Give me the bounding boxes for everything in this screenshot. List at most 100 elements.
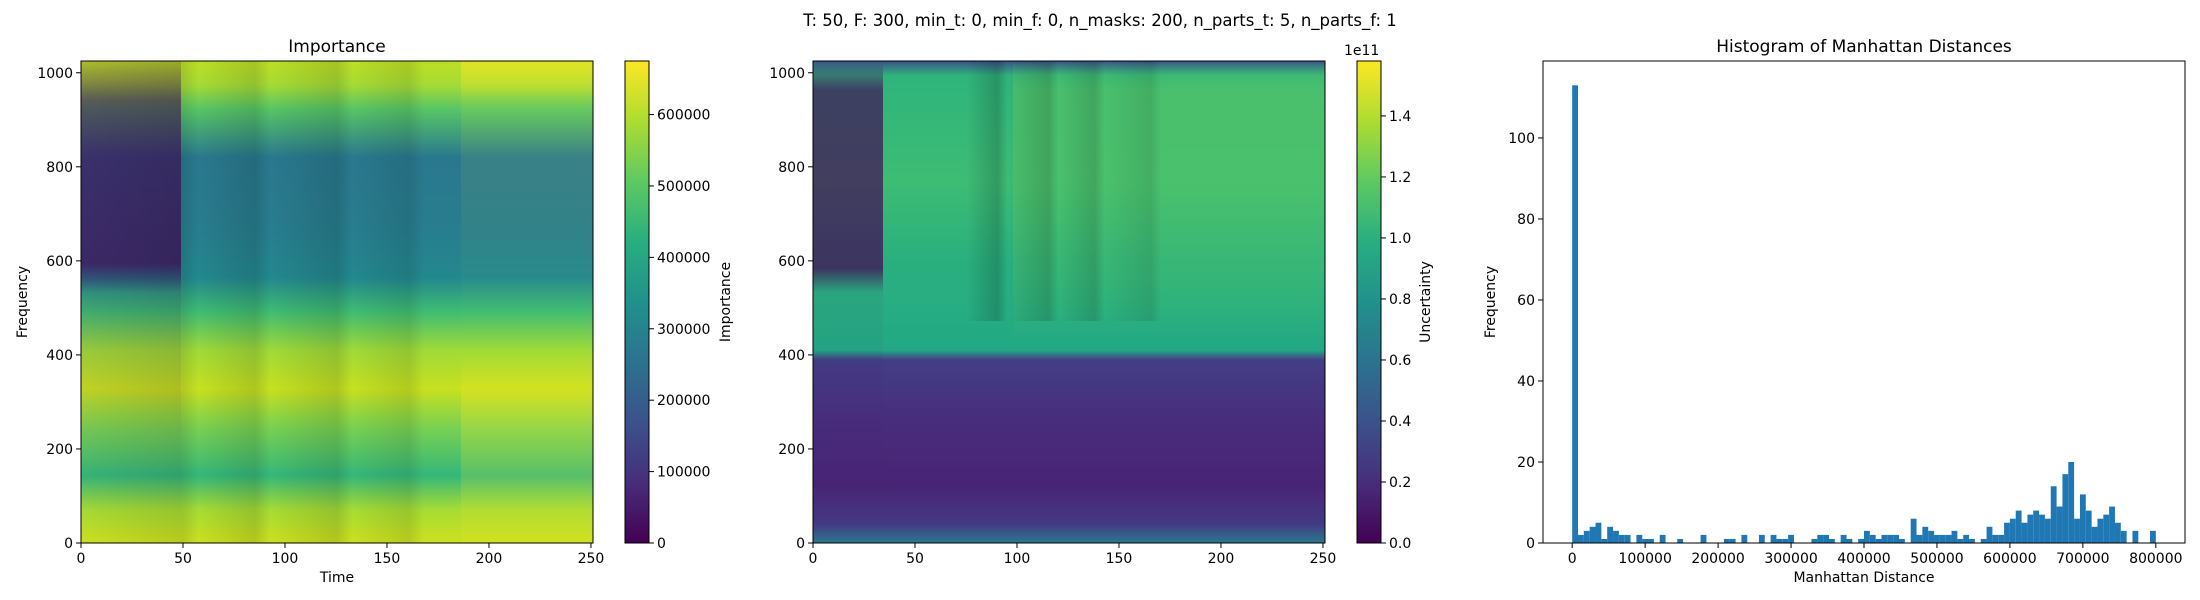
histogram-bar: [1963, 534, 1970, 543]
histogram-bar: [1840, 534, 1847, 543]
importance-x-tick-label: 50: [174, 551, 192, 567]
histogram-x-tick-label: 500000: [1910, 551, 1963, 567]
histogram-bar: [1770, 534, 1777, 543]
histogram-bar: [1758, 534, 1765, 543]
importance-y-tick-label: 600: [46, 254, 73, 270]
uncertainty-y-tick-label: 0: [796, 536, 805, 552]
importance-panel: Importance 0 50 100 150 200 250 0 200 400 600 800…: [15, 37, 734, 586]
histogram-bar: [2009, 518, 2016, 543]
histogram-bar: [1910, 518, 1917, 543]
histogram-bar: [2074, 518, 2080, 543]
histogram-bar: [2062, 474, 2069, 543]
histogram-bar: [1677, 538, 1684, 543]
uncertainty-y-tick-label: 1000: [769, 66, 805, 82]
histogram-x-tick-label: 800000: [2129, 551, 2182, 567]
histogram-bar: [1613, 530, 1619, 543]
importance-plot-frame: [80, 60, 594, 544]
histogram-x-tick-label: 100000: [1618, 551, 1671, 567]
histogram-bar: [1583, 530, 1590, 543]
histogram-x-tick-label: 200000: [1691, 551, 1744, 567]
histogram-bar: [2120, 530, 2127, 543]
histogram-bars: [1572, 85, 2156, 543]
uncertainty-y-tick-label: 800: [778, 160, 805, 176]
importance-y-tick-label: 400: [46, 348, 73, 364]
importance-x-tick-label: 200: [476, 551, 503, 567]
histogram-bar: [1659, 534, 1666, 543]
importance-colorbar: [625, 61, 649, 543]
uncertainty-y-ticks: 0 200 400 600 800 1000: [769, 66, 813, 552]
histogram-bar: [2068, 461, 2075, 543]
histogram-bar: [1723, 538, 1730, 543]
histogram-bar: [1893, 534, 1900, 543]
histogram-bar: [2085, 510, 2092, 543]
importance-y-tick-label: 1000: [37, 66, 73, 82]
histogram-y-label: Frequency: [1483, 266, 1499, 338]
importance-x-label: Time: [319, 570, 354, 586]
histogram-bar: [2149, 530, 2156, 543]
histogram-y-tick-label: 100: [1508, 131, 1535, 147]
histogram-bar: [1992, 534, 1999, 543]
histogram-bar: [1607, 526, 1614, 543]
uncertainty-colorbar-tick-label: 0.0: [1389, 536, 1411, 552]
importance-y-label: Frequency: [15, 266, 31, 338]
importance-title: Importance: [288, 37, 385, 57]
importance-colorbar-tick-label: 400000: [657, 250, 710, 266]
histogram-bar: [2103, 514, 2110, 543]
histogram-bar: [2079, 494, 2086, 543]
uncertainty-colorbar-tick-label: 1.4: [1389, 109, 1411, 125]
histogram-y-ticks: 0 20 40 60 80 100: [1508, 131, 1543, 552]
histogram-bar: [1788, 534, 1794, 543]
histogram-bar: [1887, 534, 1894, 543]
histogram-bar: [1934, 534, 1940, 543]
histogram-panel: Histogram of Manhattan Distances 0 100000…: [1483, 37, 2186, 586]
histogram-bar: [1969, 538, 1975, 543]
importance-y-tick-label: 0: [64, 536, 73, 552]
uncertainty-y-tick-label: 600: [778, 254, 805, 270]
uncertainty-colorbar-tick-label: 0.8: [1389, 292, 1411, 308]
histogram-bar: [1817, 534, 1824, 543]
uncertainty-colorbar-offset: 1e11: [1344, 43, 1379, 59]
histogram-y-tick-label: 80: [1517, 212, 1535, 228]
histogram-x-tick-label: 0: [1568, 551, 1577, 567]
importance-colorbar-tick-label: 200000: [657, 393, 710, 409]
histogram-bar: [2091, 526, 2098, 543]
histogram-bar: [1729, 538, 1736, 543]
histogram-x-tick-label: 600000: [1983, 551, 2036, 567]
histogram-bar: [1700, 534, 1707, 543]
histogram-bar: [1922, 526, 1929, 543]
histogram-bar: [1776, 538, 1783, 543]
histogram-bar: [2044, 518, 2051, 543]
histogram-y-tick-label: 0: [1526, 536, 1535, 552]
importance-y-tick-label: 800: [46, 160, 73, 176]
histogram-bar: [1811, 538, 1818, 543]
histogram-bar: [1578, 534, 1584, 543]
histogram-bar: [1782, 538, 1789, 543]
histogram-bar: [1595, 522, 1602, 543]
histogram-bar: [1916, 534, 1923, 543]
importance-colorbar-tick-label: 100000: [657, 465, 710, 481]
uncertainty-x-tick-label: 200: [1208, 551, 1235, 567]
uncertainty-heatmap: [813, 61, 1325, 543]
histogram-bar: [2033, 510, 2040, 543]
histogram-x-tick-label: 400000: [1837, 551, 1890, 567]
histogram-bar: [1980, 538, 1987, 543]
histogram-bar: [1741, 534, 1748, 543]
uncertainty-x-ticks: 0 50 100 150 200 250: [809, 543, 1336, 567]
importance-colorbar-frame: [624, 60, 650, 544]
histogram-bar: [1928, 530, 1935, 543]
histogram-x-label: Manhattan Distance: [1793, 570, 1934, 586]
uncertainty-colorbar: [1357, 61, 1381, 543]
histogram-bar: [1869, 534, 1876, 543]
histogram-bar: [2021, 522, 2028, 543]
histogram-bar: [1601, 538, 1608, 543]
importance-x-tick-label: 0: [77, 551, 86, 567]
histogram-bar: [1828, 538, 1835, 543]
histogram-bar: [1951, 530, 1958, 543]
importance-x-tick-label: 150: [374, 551, 401, 567]
histogram-bar: [2027, 514, 2034, 543]
uncertainty-y-tick-label: 400: [778, 348, 805, 364]
histogram-title: Histogram of Manhattan Distances: [1716, 37, 2012, 57]
uncertainty-plot-frame: [812, 60, 1326, 544]
uncertainty-colorbar-ticks: 0.0 0.2 0.4 0.6 0.8 1.0 1.2 1.4: [1381, 109, 1411, 552]
importance-colorbar-tick-label: 0: [657, 536, 666, 552]
